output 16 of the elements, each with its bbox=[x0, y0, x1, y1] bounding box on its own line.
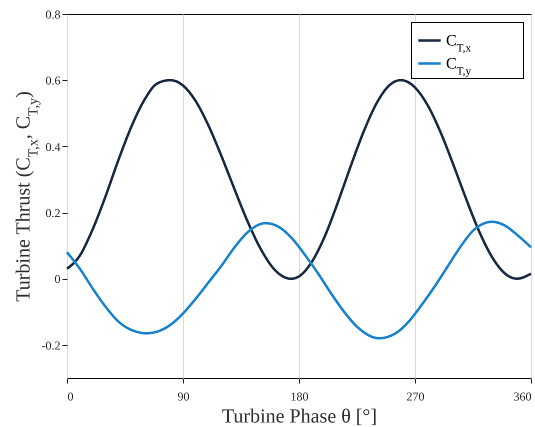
x-tick-label: 180 bbox=[290, 390, 308, 404]
x-tick-label: 90 bbox=[178, 390, 190, 404]
y-tick-label: -0.2 bbox=[42, 338, 60, 352]
y-tick-label: 0 bbox=[54, 272, 60, 286]
x-axis-title: Turbine Phase θ [°] bbox=[222, 406, 378, 427]
x-tick-label: 0 bbox=[68, 390, 74, 404]
y-tick-label: 0.8 bbox=[46, 8, 60, 22]
y-tick-label: 0.6 bbox=[46, 74, 60, 88]
line-series bbox=[66, 78, 532, 280]
y-tick-label: 0.4 bbox=[46, 140, 60, 154]
legend-label: C$_{T,x}$ bbox=[446, 32, 472, 54]
line-series bbox=[66, 220, 532, 340]
y-tick-label: 0.2 bbox=[46, 206, 60, 220]
x-tick-label: 360 bbox=[514, 390, 532, 404]
legend-label: C$_{T,y}$ bbox=[446, 56, 472, 78]
x-tick-label: 270 bbox=[406, 390, 424, 404]
